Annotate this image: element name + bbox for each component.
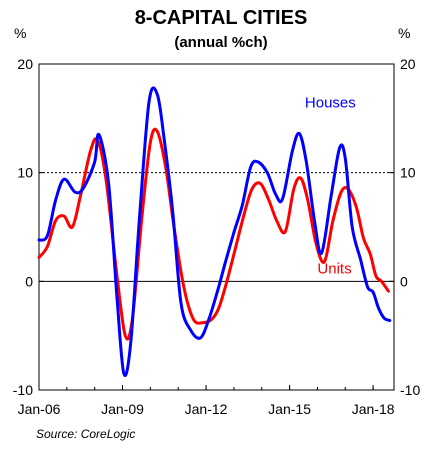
- series-line-units: [37, 127, 390, 341]
- x-tick-label: Jan-18: [352, 401, 395, 417]
- y-unit-right: %: [398, 25, 410, 41]
- y-tick-label-right: 10: [400, 165, 416, 181]
- series-line-houses: [37, 86, 392, 377]
- y-tick-label-left: 0: [25, 273, 33, 289]
- series-label-houses: Houses: [305, 94, 356, 111]
- plot-frame: [38, 63, 395, 391]
- source-note: Source: CoreLogic: [36, 427, 135, 441]
- x-tick-label: Jan-12: [185, 401, 228, 417]
- x-tick-label: Jan-09: [101, 401, 144, 417]
- y-tick-label-right: 20: [400, 56, 416, 72]
- x-tick-label: Jan-06: [18, 401, 61, 417]
- chart-title: 8-CAPITAL CITIES: [135, 7, 308, 29]
- y-tick-label-left: 20: [17, 56, 33, 72]
- chart-subtitle: (annual %ch): [174, 34, 267, 51]
- x-tick-label: Jan-15: [268, 401, 311, 417]
- y-tick-label-left: 10: [17, 165, 33, 181]
- series-label-units: Units: [317, 261, 351, 278]
- y-unit-left: %: [14, 25, 26, 41]
- plot-area: 20 20 10 10 0 0 -10 -10 Jan-06 Jan-09 Jan-12 Jan-15…: [13, 56, 421, 417]
- y-tick-label-left: -10: [13, 382, 33, 398]
- y-tick-label-right: -10: [400, 382, 420, 398]
- y-tick-label-right: 0: [400, 273, 408, 289]
